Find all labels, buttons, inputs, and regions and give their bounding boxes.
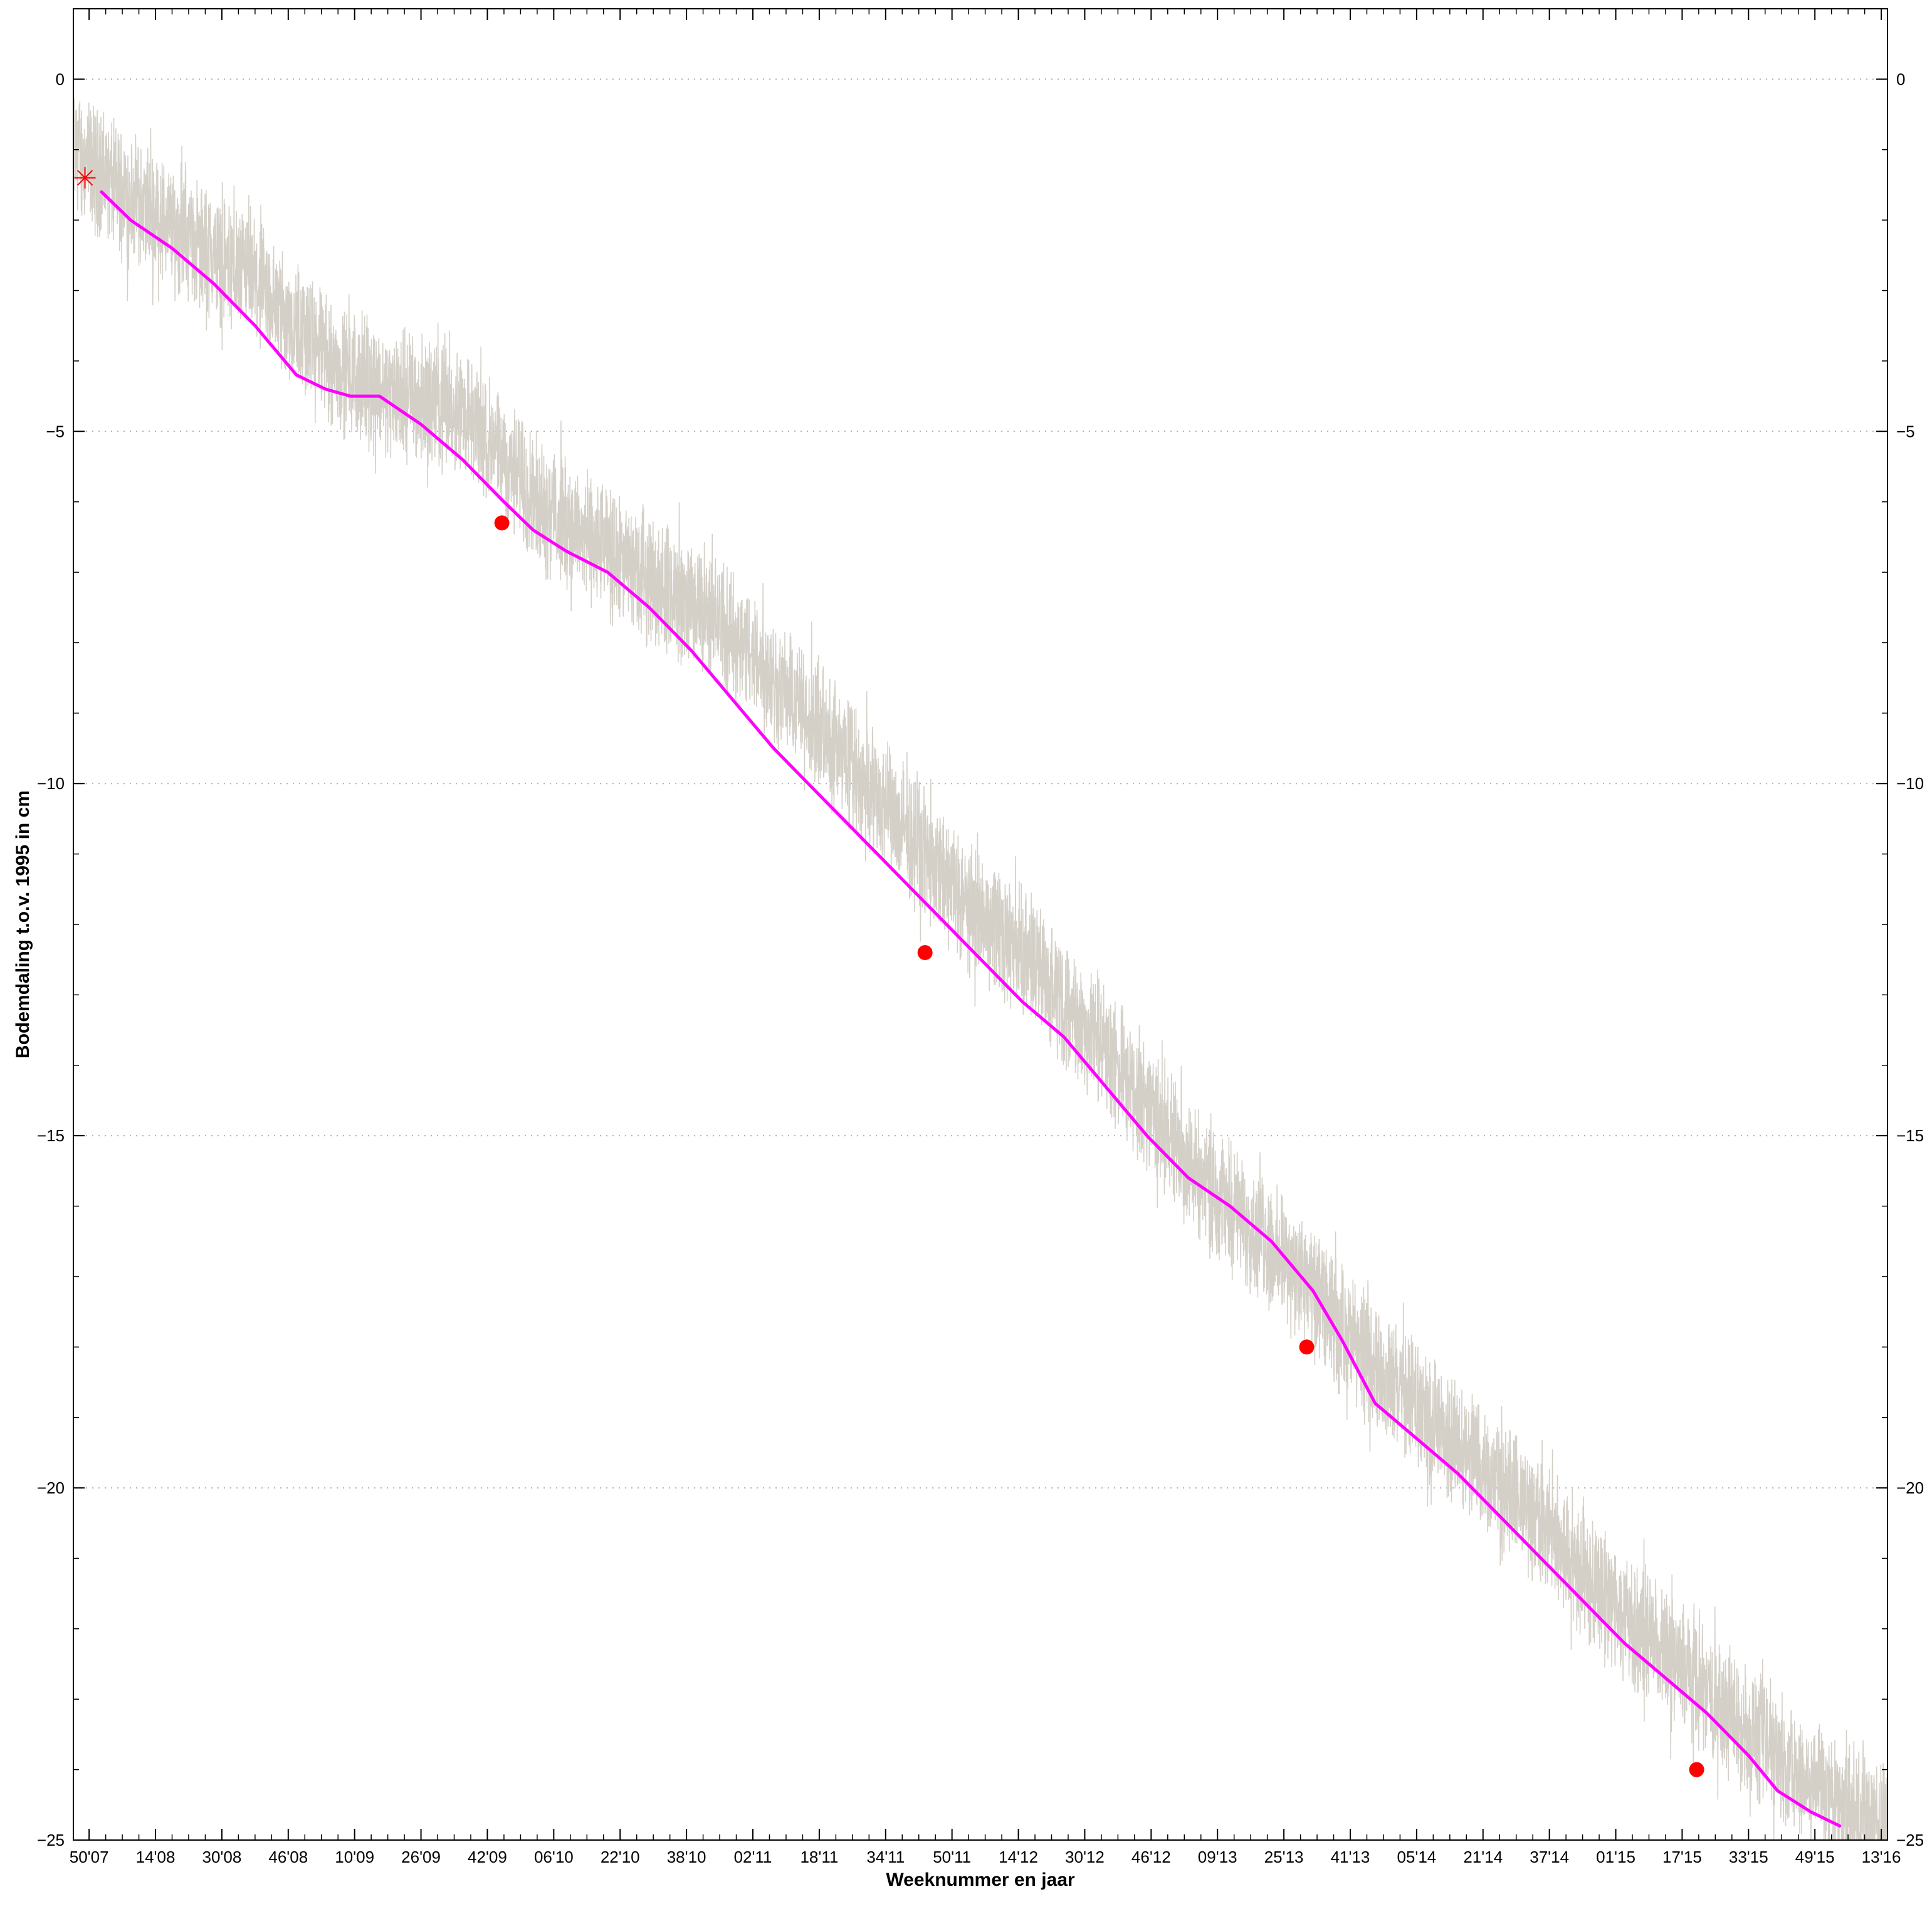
x-tick-label: 46'08: [268, 1848, 308, 1866]
x-tick-label: 46'12: [1131, 1848, 1171, 1866]
x-tick-label: 49'15: [1795, 1848, 1835, 1866]
y-tick-label-left: 0: [56, 70, 65, 88]
y-tick-label-right: −25: [1896, 1831, 1924, 1849]
x-tick-label: 14'12: [999, 1848, 1038, 1866]
y-tick-label-left: −15: [37, 1126, 65, 1145]
y-tick-label-right: −10: [1896, 774, 1924, 793]
reference-point: [1299, 1339, 1314, 1354]
y-axis-title: Bodemdaling t.o.v. 1995 in cm: [13, 790, 33, 1059]
x-tick-label: 50'07: [70, 1848, 109, 1866]
x-tick-label: 09'13: [1198, 1848, 1237, 1866]
y-tick-label-left: −5: [46, 422, 65, 441]
x-tick-label: 21'14: [1463, 1848, 1503, 1866]
x-tick-label: 38'10: [667, 1848, 706, 1866]
x-tick-label: 13'16: [1862, 1848, 1901, 1866]
x-tick-label: 01'15: [1596, 1848, 1635, 1866]
x-tick-label: 14'08: [136, 1848, 176, 1866]
x-tick-label: 42'09: [468, 1848, 507, 1866]
x-tick-label: 25'13: [1264, 1848, 1304, 1866]
x-tick-label: 06'10: [534, 1848, 574, 1866]
x-tick-label: 33'15: [1729, 1848, 1768, 1866]
x-tick-label: 05'14: [1397, 1848, 1436, 1866]
x-tick-label: 37'14: [1530, 1848, 1569, 1866]
x-tick-label: 41'13: [1331, 1848, 1370, 1866]
x-tick-label: 10'09: [335, 1848, 374, 1866]
y-tick-label-right: −15: [1896, 1126, 1924, 1145]
x-tick-label: 26'09: [401, 1848, 441, 1866]
reference-point: [495, 515, 510, 530]
x-tick-label: 02'11: [734, 1848, 772, 1866]
x-tick-label: 30'08: [202, 1848, 242, 1866]
y-tick-label-right: −20: [1896, 1478, 1924, 1497]
x-tick-label: 34'11: [866, 1848, 905, 1866]
y-tick-label-left: −10: [37, 774, 65, 793]
y-tick-label-left: −20: [37, 1478, 65, 1497]
x-axis-title: Weeknummer en jaar: [886, 1870, 1075, 1890]
reference-point: [918, 945, 933, 960]
y-tick-label-right: −5: [1896, 422, 1915, 441]
y-tick-label-left: −25: [37, 1831, 65, 1849]
y-tick-label-right: 0: [1896, 70, 1905, 88]
x-tick-label: 22'10: [601, 1848, 640, 1866]
reference-point: [1689, 1762, 1704, 1777]
x-tick-label: 17'15: [1662, 1848, 1702, 1866]
x-tick-label: 30'12: [1065, 1848, 1105, 1866]
x-tick-label: 18'11: [800, 1848, 838, 1866]
x-tick-label: 50'11: [933, 1848, 971, 1866]
